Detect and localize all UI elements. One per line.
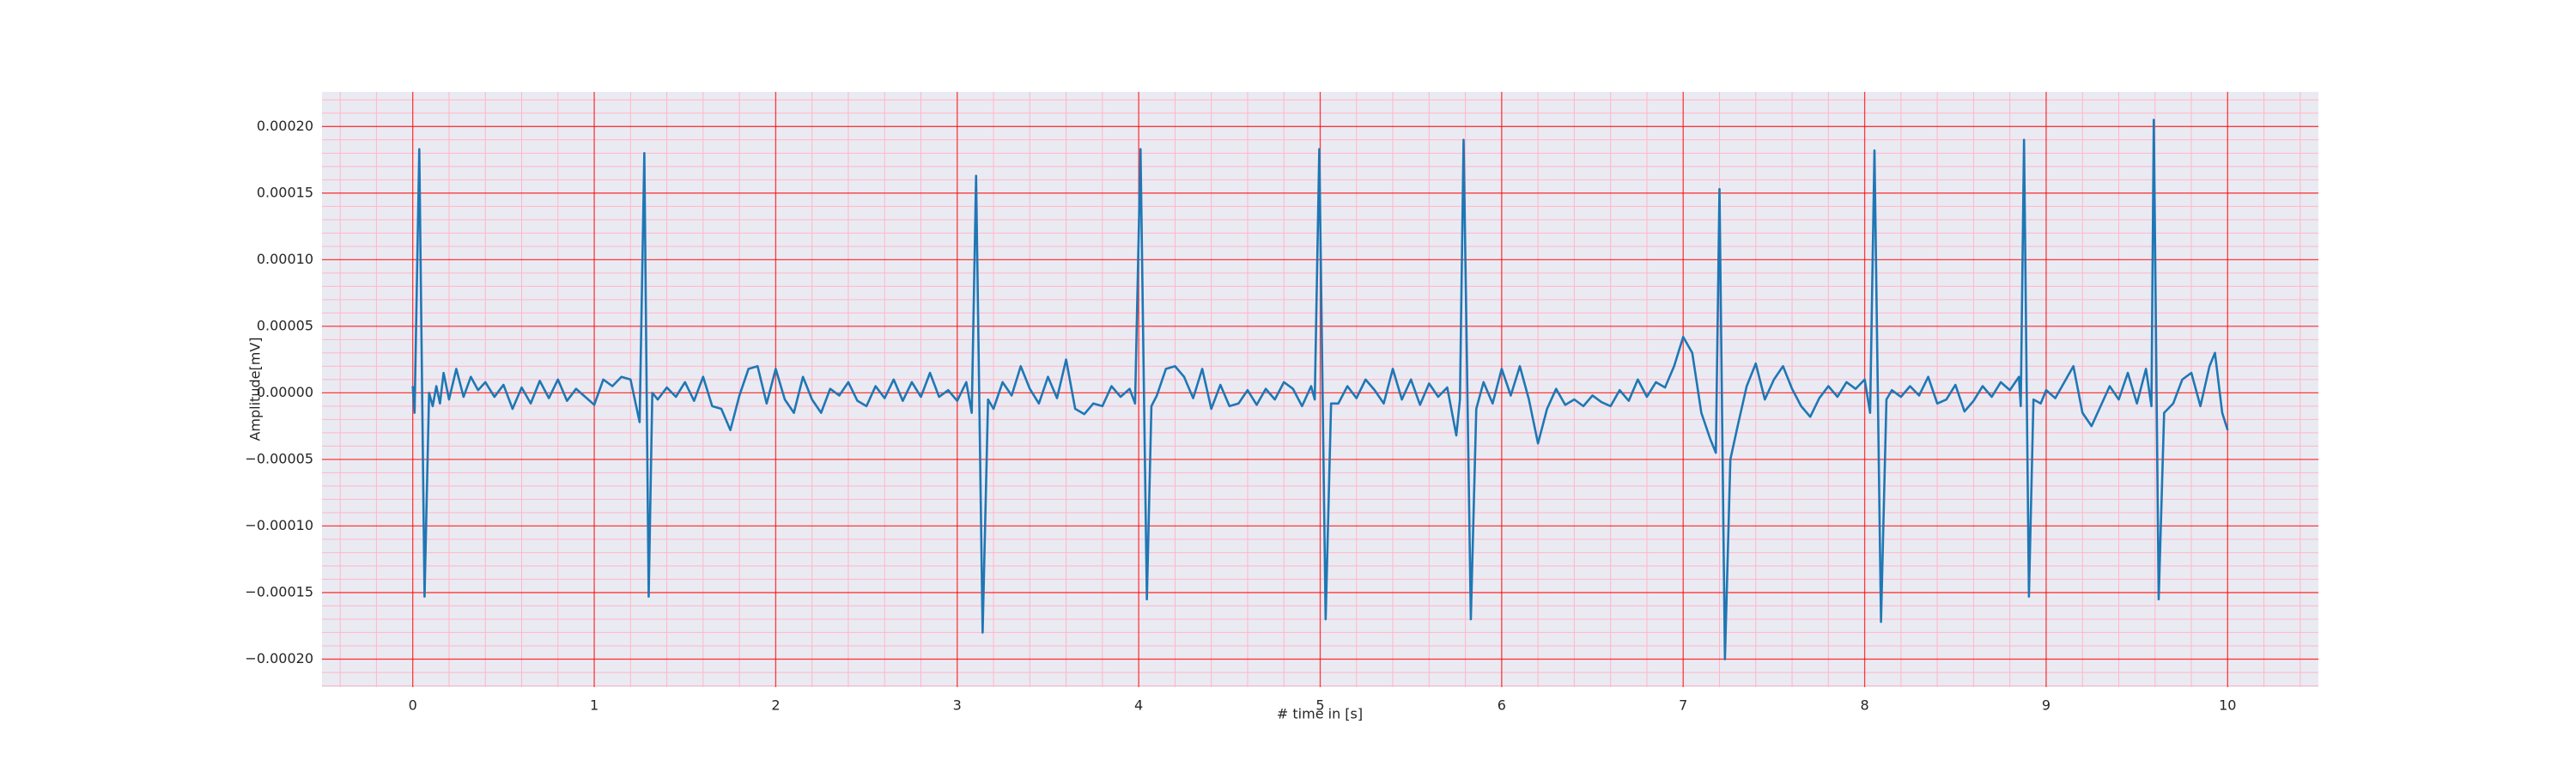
x-tick-label: 4 (1134, 697, 1143, 714)
y-tick-label: −0.00020 (245, 650, 313, 666)
y-tick-label: −0.00005 (245, 450, 313, 466)
y-tick-label: 0.00015 (257, 184, 313, 200)
x-tick-label: 5 (1315, 697, 1324, 714)
y-axis-label: Amplitude[mV] (247, 337, 264, 441)
x-axis-label: # time in [s] (1277, 706, 1363, 722)
x-tick-label: 9 (2042, 697, 2050, 714)
x-tick-label: 6 (1498, 697, 1506, 714)
x-tick-label: 7 (1679, 697, 1687, 714)
x-tick-label: 3 (953, 697, 962, 714)
x-tick-label: 8 (1860, 697, 1868, 714)
y-tick-label: 0.00000 (257, 384, 313, 400)
y-tick-label: 0.00010 (257, 251, 313, 267)
y-tick-label: −0.00010 (245, 517, 313, 533)
x-tick-label: 1 (590, 697, 598, 714)
x-tick-label: 2 (771, 697, 780, 714)
y-tick-label: 0.00020 (257, 118, 313, 134)
x-tick-label: 0 (409, 697, 417, 714)
ecg-line (411, 119, 2229, 660)
y-tick-label: −0.00015 (245, 583, 313, 600)
data-layer (411, 119, 2229, 660)
x-tick-label: 10 (2219, 697, 2236, 714)
y-tick-label: 0.00005 (257, 317, 313, 333)
